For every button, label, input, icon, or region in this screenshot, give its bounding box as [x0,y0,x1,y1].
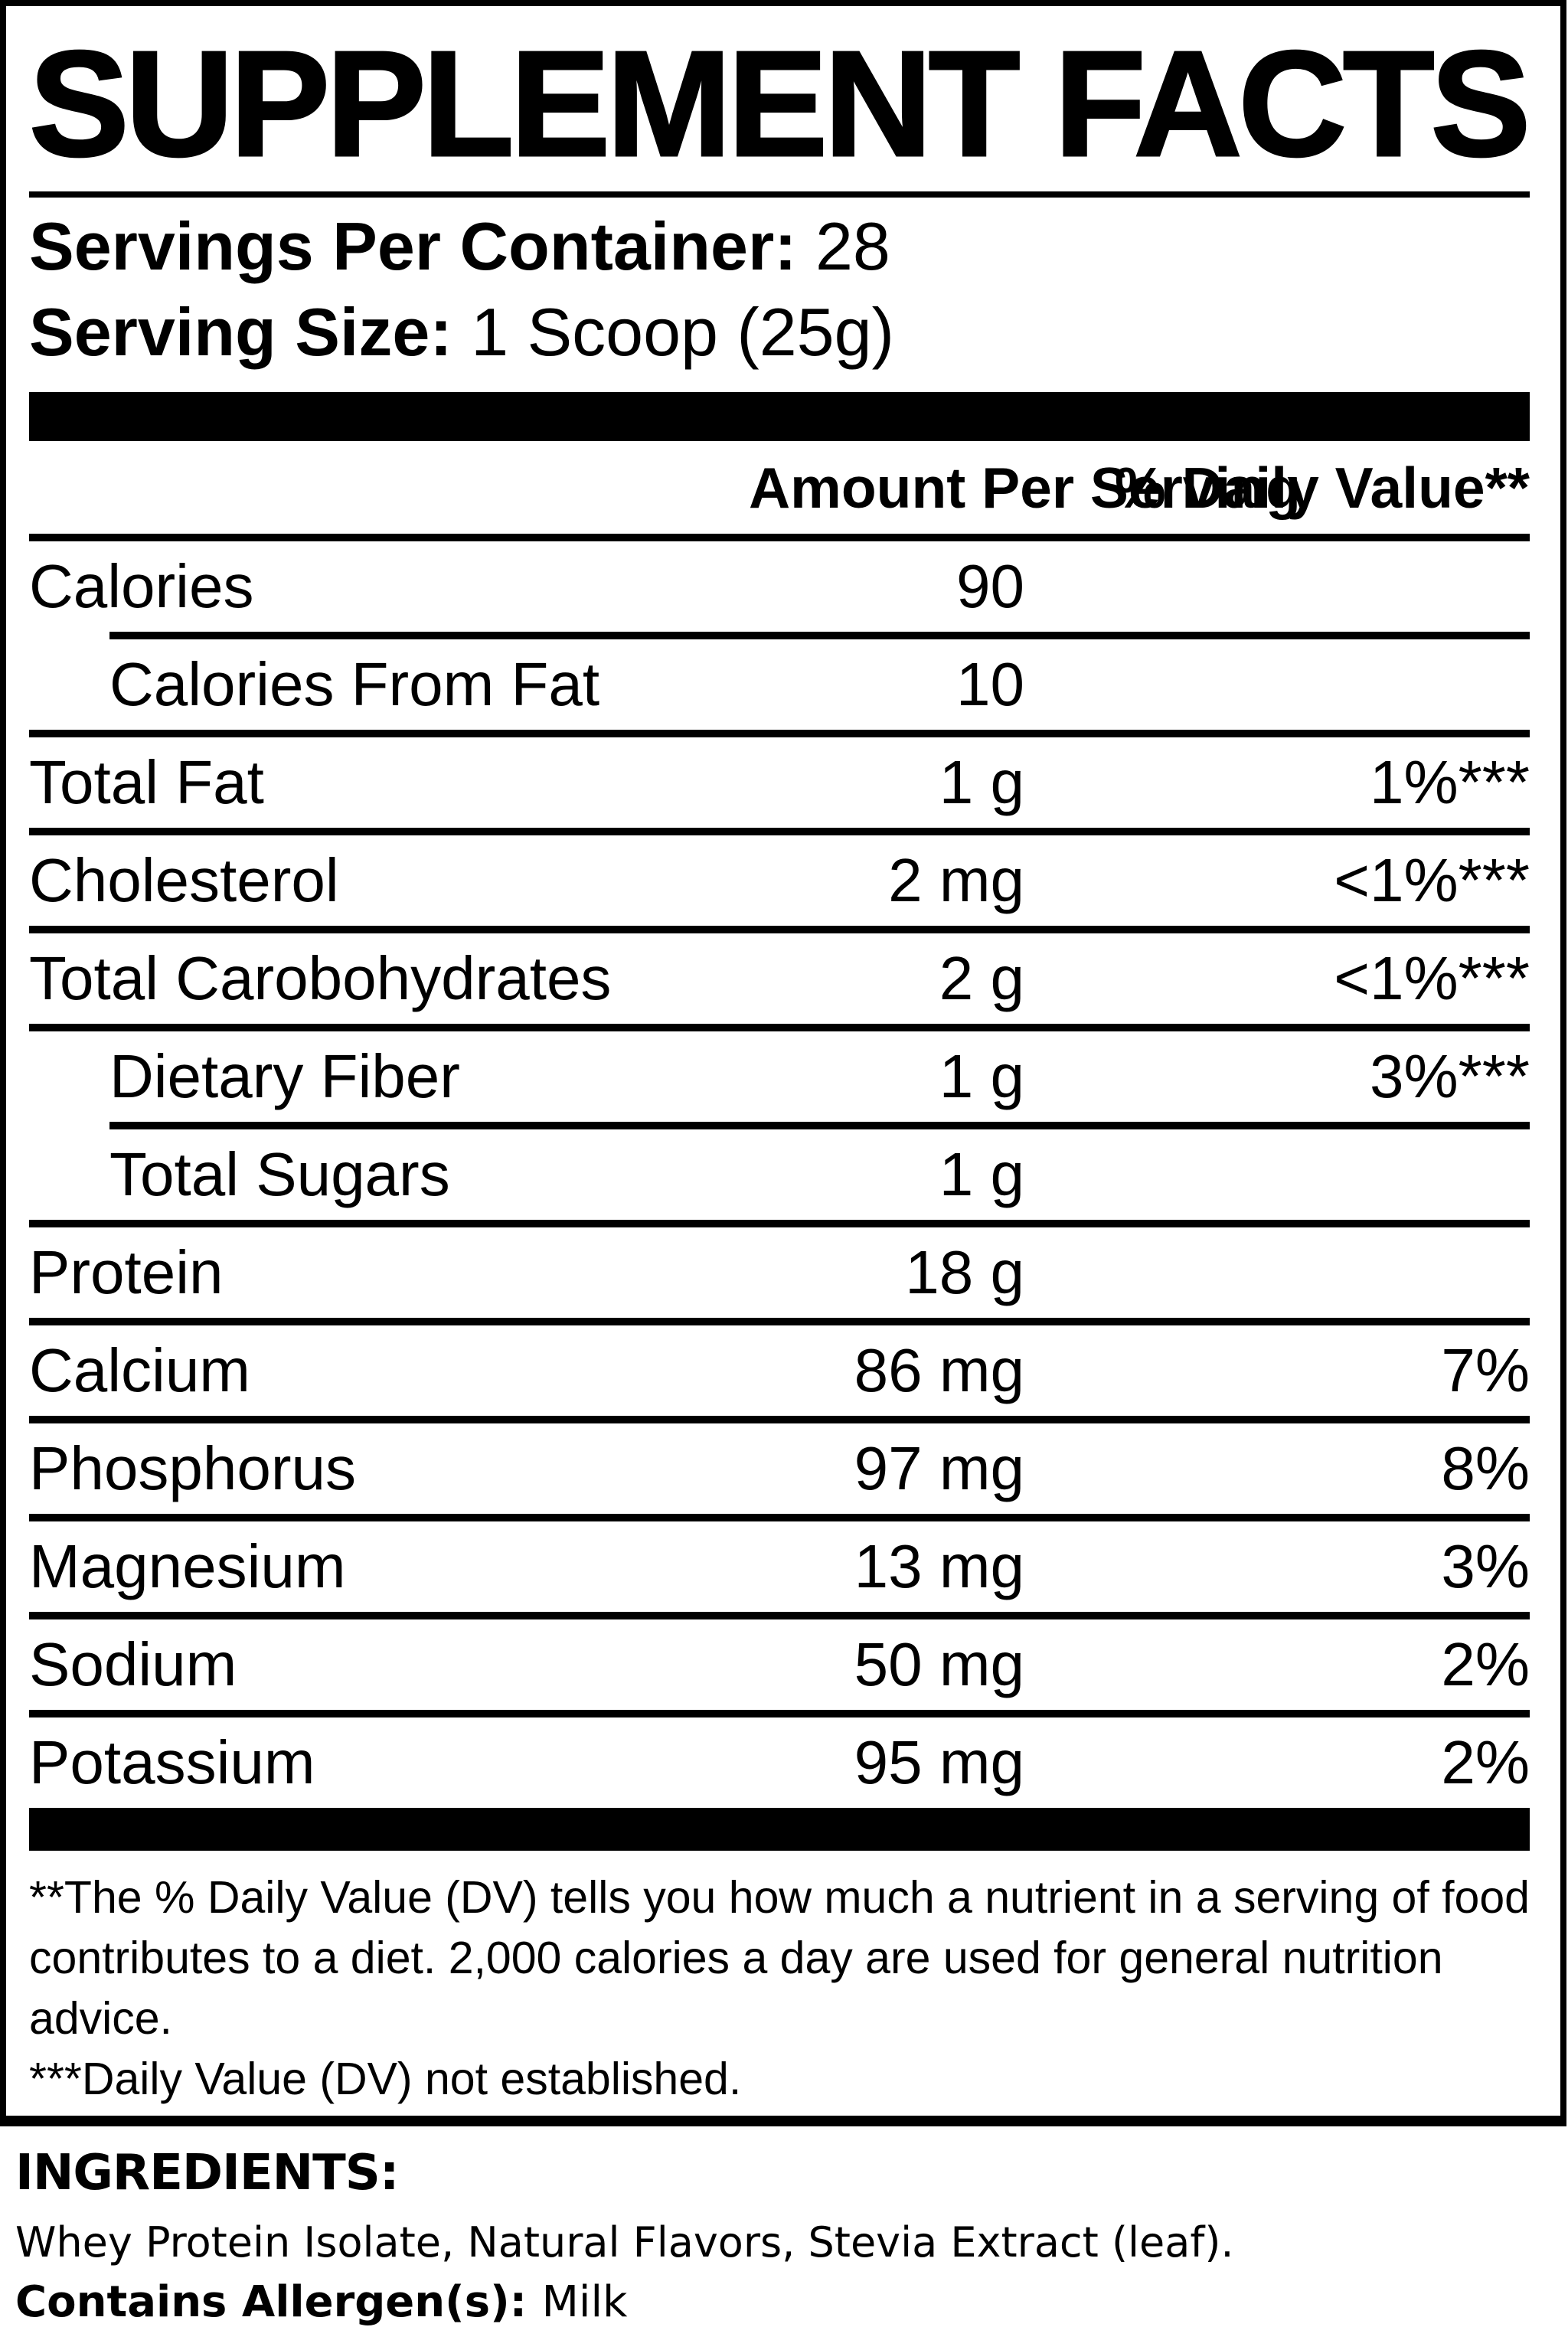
nutrient-label: Total Carobohydrates [29,944,612,1012]
table-row-protein: Protein 18 g [29,1227,1530,1318]
nutrient-label: Magnesium [29,1532,346,1600]
nutrient-dv: 8% [1441,1434,1530,1502]
nutrient-label: Phosphorus [29,1434,356,1502]
rule-full [29,730,1530,737]
nutrient-amount: 90 [956,552,1024,620]
table-row-potassium: Potassium 95 mg 2% [29,1717,1530,1808]
nutrient-dv: 7% [1441,1336,1530,1404]
nutrient-amount: 1 g [939,1140,1024,1208]
separator-bar-top [29,392,1530,441]
nutrient-label: Potassium [29,1728,315,1796]
nutrient-amount: 86 mg [854,1336,1024,1404]
amount-per-serving-header: Amount Per Serving [749,455,1301,520]
nutrient-label: Calcium [29,1336,250,1404]
table-row-sodium: Sodium 50 mg 2% [29,1619,1530,1710]
nutrient-amount: 2 g [939,944,1024,1012]
nutrient-label: Dietary Fiber [109,1042,460,1110]
rule-full [29,1318,1530,1325]
nutrient-amount: 95 mg [854,1728,1024,1796]
nutrient-amount: 13 mg [854,1532,1024,1600]
nutrient-amount: 18 g [905,1238,1024,1306]
nutrient-amount: 97 mg [854,1434,1024,1502]
nutrient-amount: 10 [956,650,1024,718]
rule-full [29,1612,1530,1619]
allergen-line: Contains Allergen(s): Milk [15,2277,1568,2327]
allergen-value: Milk [541,2277,628,2327]
rule-indented [109,632,1530,639]
nutrient-label: Total Fat [29,748,264,816]
nutrient-amount: 2 mg [888,846,1024,914]
nutrient-label: Sodium [29,1630,237,1698]
ingredients-section: INGREDIENTS: Whey Protein Isolate, Natur… [15,2145,1568,2327]
nutrient-label: Protein [29,1238,224,1306]
table-row-calories: Calories 90 [29,541,1530,632]
panel-title: SUPPLEMENT FACTS [28,20,1532,188]
ingredients-list: Whey Protein Isolate, Natural Flavors, S… [15,2218,1234,2267]
table-row-total-fat: Total Fat 1 g 1%*** [29,737,1530,828]
nutrient-label: Calories From Fat [109,650,600,718]
table-row-cholesterol: Cholesterol 2 mg <1%*** [29,835,1530,926]
table-header-row: Amount Per Serving % Daily Value** [29,441,1530,534]
rule-indented [109,1122,1530,1129]
nutrient-label: Total Sugars [109,1140,450,1208]
table-row-dietary-fiber: Dietary Fiber 1 g 3%*** [29,1031,1530,1122]
table-row-calories-from-fat: Calories From Fat 10 [29,639,1530,730]
rule-full [29,1416,1530,1423]
nutrient-dv: 3% [1441,1532,1530,1600]
allergen-label: Contains Allergen(s): [15,2277,542,2327]
serving-size: Serving Size: 1 Scoop (25g) [29,289,1530,375]
ingredients-heading: INGREDIENTS: [15,2145,399,2201]
servings-per-container-label: Servings Per Container: [29,208,797,284]
not-established-footnote: ***Daily Value (DV) not established. [29,2054,742,2104]
serving-size-label: Serving Size: [29,294,452,370]
nutrient-dv: 3%*** [1369,1042,1530,1110]
servings-per-container: Servings Per Container: 28 [29,204,1530,289]
servings-per-container-value: 28 [796,208,890,284]
nutrient-dv: <1%*** [1334,944,1530,1012]
table-row-magnesium: Magnesium 13 mg 3% [29,1521,1530,1612]
nutrient-dv: <1%*** [1334,846,1530,914]
table-row-calcium: Calcium 86 mg 7% [29,1325,1530,1416]
nutrient-label: Cholesterol [29,846,339,914]
rule-full [29,1710,1530,1717]
title-divider [29,191,1530,198]
nutrient-amount: 50 mg [854,1630,1024,1698]
daily-value-footnote: **The % Daily Value (DV) tells you how m… [29,1872,1530,2044]
separator-bar-bottom [29,1808,1530,1851]
table-row-total-carbohydrates: Total Carobohydrates 2 g <1%*** [29,933,1530,1024]
nutrient-amount: 1 g [939,1042,1024,1110]
nutrient-label: Calories [29,552,254,620]
table-row-phosphorus: Phosphorus 97 mg 8% [29,1423,1530,1514]
table-row-total-sugars: Total Sugars 1 g [29,1129,1530,1220]
serving-size-value: 1 Scoop (25g) [452,294,894,370]
rule-full [29,1024,1530,1031]
rule-full [29,926,1530,933]
serving-info: Servings Per Container: 28 Serving Size:… [29,204,1530,375]
nutrient-dv: 2% [1441,1728,1530,1796]
supplement-facts-panel: SUPPLEMENT FACTS Servings Per Container:… [0,0,1566,2126]
daily-value-header: % Daily Value** [1115,455,1530,520]
rule-under-header [29,534,1530,541]
nutrient-amount: 1 g [939,748,1024,816]
rule-full [29,1514,1530,1521]
rule-full [29,1220,1530,1227]
footnotes: **The % Daily Value (DV) tells you how m… [29,1868,1530,2110]
nutrient-dv: 1%*** [1369,748,1530,816]
nutrient-dv: 2% [1441,1630,1530,1698]
rule-full [29,828,1530,835]
